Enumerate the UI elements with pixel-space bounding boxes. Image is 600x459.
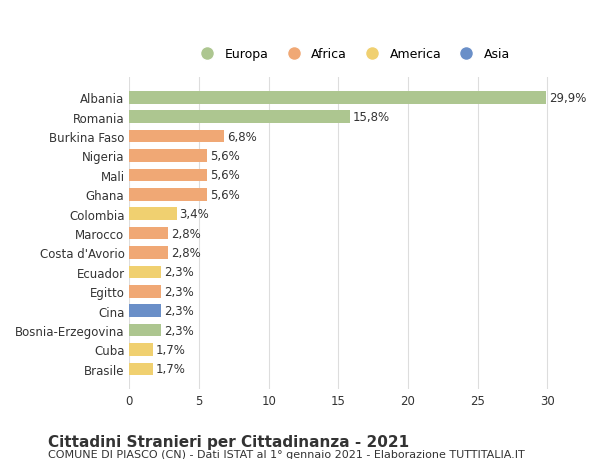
Text: 5,6%: 5,6% bbox=[210, 150, 240, 162]
Bar bbox=[130, 324, 161, 336]
Text: 29,9%: 29,9% bbox=[549, 92, 586, 105]
Text: 15,8%: 15,8% bbox=[352, 111, 389, 124]
Text: 5,6%: 5,6% bbox=[210, 188, 240, 202]
Text: 6,8%: 6,8% bbox=[227, 130, 257, 143]
Text: 2,3%: 2,3% bbox=[164, 324, 194, 337]
Bar bbox=[130, 130, 224, 143]
Bar bbox=[130, 305, 161, 317]
Bar bbox=[130, 150, 208, 162]
Bar bbox=[130, 92, 546, 104]
Bar bbox=[130, 208, 177, 220]
Text: 3,4%: 3,4% bbox=[179, 208, 209, 221]
Legend: Europa, Africa, America, Asia: Europa, Africa, America, Asia bbox=[190, 43, 515, 66]
Bar bbox=[130, 266, 161, 279]
Bar bbox=[130, 246, 169, 259]
Text: 1,7%: 1,7% bbox=[156, 363, 186, 375]
Bar bbox=[130, 363, 153, 375]
Text: 2,8%: 2,8% bbox=[171, 246, 201, 259]
Bar bbox=[130, 169, 208, 182]
Bar bbox=[130, 285, 161, 298]
Text: 2,8%: 2,8% bbox=[171, 227, 201, 240]
Text: 5,6%: 5,6% bbox=[210, 169, 240, 182]
Text: 1,7%: 1,7% bbox=[156, 343, 186, 356]
Bar bbox=[130, 189, 208, 201]
Bar bbox=[130, 111, 350, 124]
Text: 2,3%: 2,3% bbox=[164, 266, 194, 279]
Bar bbox=[130, 343, 153, 356]
Text: 2,3%: 2,3% bbox=[164, 285, 194, 298]
Text: COMUNE DI PIASCO (CN) - Dati ISTAT al 1° gennaio 2021 - Elaborazione TUTTITALIA.: COMUNE DI PIASCO (CN) - Dati ISTAT al 1°… bbox=[48, 449, 525, 459]
Bar bbox=[130, 227, 169, 240]
Text: Cittadini Stranieri per Cittadinanza - 2021: Cittadini Stranieri per Cittadinanza - 2… bbox=[48, 434, 409, 449]
Text: 2,3%: 2,3% bbox=[164, 304, 194, 318]
